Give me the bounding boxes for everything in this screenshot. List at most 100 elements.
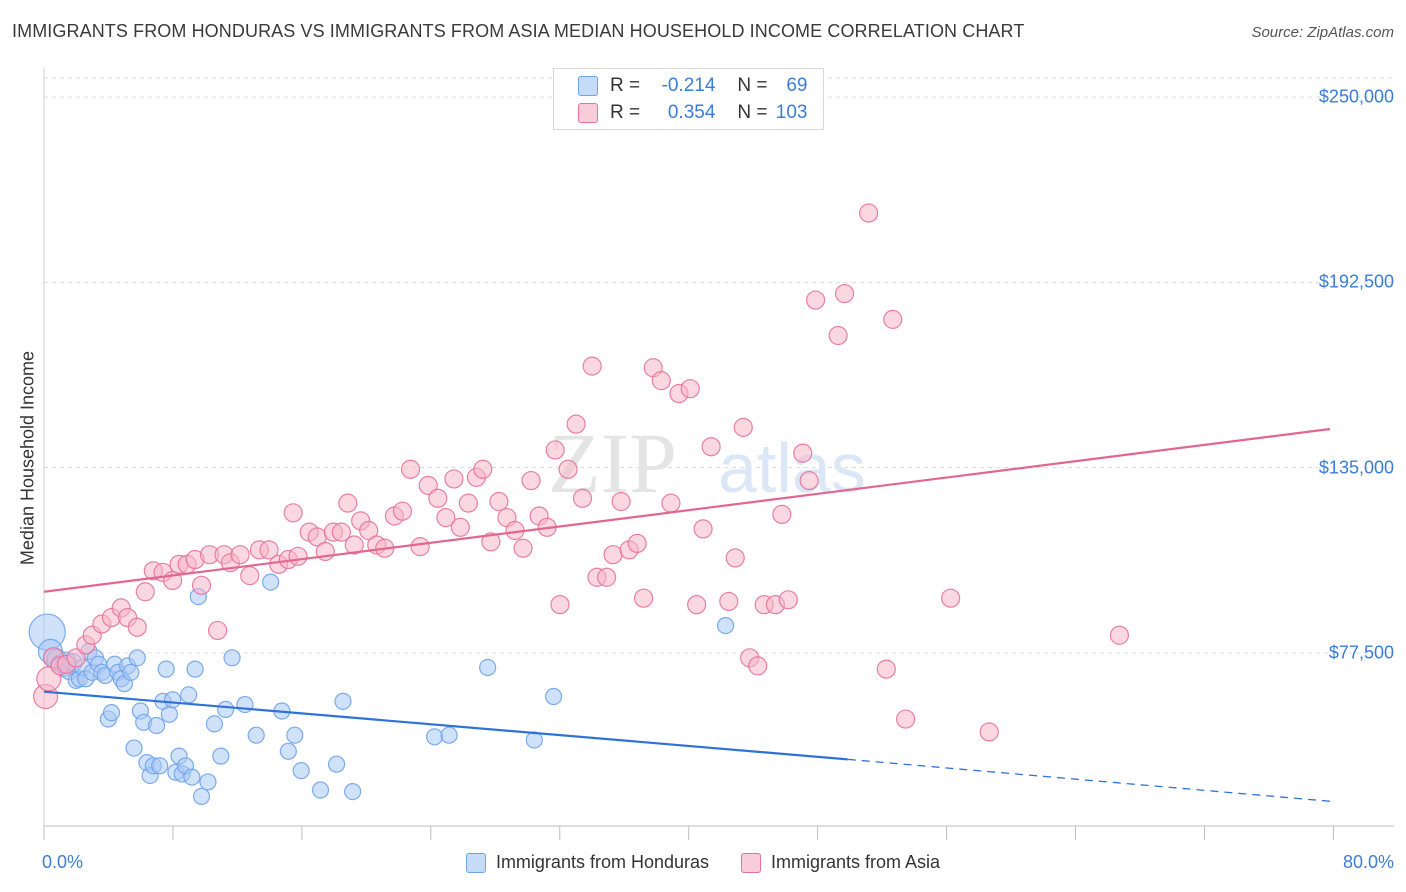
point-asia bbox=[834, 284, 855, 304]
point-honduras bbox=[334, 692, 352, 710]
point-asia bbox=[627, 533, 647, 554]
point-honduras bbox=[151, 757, 169, 775]
point-asia bbox=[135, 582, 155, 602]
point-asia bbox=[230, 545, 250, 565]
point-asia bbox=[191, 575, 212, 595]
point-honduras bbox=[327, 755, 346, 773]
point-asia bbox=[680, 379, 700, 399]
point-asia bbox=[489, 491, 509, 512]
legend-label-honduras: Immigrants from Honduras bbox=[495, 852, 710, 872]
point-honduras bbox=[247, 726, 265, 744]
y-axis-label: Median Household Income bbox=[17, 350, 38, 566]
point-honduras bbox=[183, 768, 201, 786]
point-asia bbox=[805, 290, 826, 310]
point-honduras bbox=[205, 715, 223, 733]
point-asia bbox=[778, 590, 798, 610]
point-honduras bbox=[192, 787, 211, 806]
point-asia bbox=[400, 459, 421, 479]
trend-line-dashed bbox=[847, 758, 1331, 802]
n-value: 69 bbox=[786, 75, 808, 96]
point-asia bbox=[597, 567, 617, 587]
point-asia bbox=[793, 443, 813, 463]
legend-swatch-honduras bbox=[465, 852, 486, 873]
point-asia bbox=[359, 520, 379, 541]
honduras-swatch bbox=[578, 76, 598, 96]
point-asia bbox=[633, 588, 654, 608]
stats-row-honduras: R = -0.214 N = 69 bbox=[578, 75, 808, 97]
point-asia bbox=[719, 591, 739, 612]
point-asia bbox=[288, 546, 308, 566]
point-honduras bbox=[292, 762, 310, 780]
point-honduras bbox=[217, 700, 235, 719]
point-honduras bbox=[426, 728, 444, 746]
legend-item-asia[interactable]: Immigrants from Asia bbox=[741, 852, 940, 873]
stats-legend: R = -0.214 N = 69 R = 0.354 N = 103 bbox=[553, 68, 824, 130]
point-asia bbox=[513, 538, 533, 558]
point-asia bbox=[450, 517, 470, 537]
point-honduras bbox=[180, 686, 198, 704]
point-asia bbox=[772, 504, 792, 525]
point-asia bbox=[410, 537, 430, 557]
legend-item-honduras[interactable]: Immigrants from Honduras bbox=[465, 852, 710, 873]
point-honduras bbox=[344, 782, 362, 801]
point-asia bbox=[444, 469, 464, 489]
point-asia bbox=[545, 440, 565, 460]
point-honduras bbox=[279, 742, 297, 760]
point-asia bbox=[733, 417, 753, 437]
point-asia bbox=[550, 595, 570, 615]
chart-title: IMMIGRANTS FROM HONDURAS VS IMMIGRANTS F… bbox=[12, 21, 1025, 41]
data-points bbox=[28, 203, 1130, 806]
y-tick-label: $77,500 bbox=[1328, 642, 1394, 663]
point-honduras bbox=[102, 704, 121, 722]
point-honduras bbox=[199, 773, 217, 791]
point-honduras bbox=[544, 687, 563, 706]
point-asia bbox=[473, 459, 493, 479]
point-asia bbox=[338, 493, 358, 513]
point-honduras bbox=[157, 660, 175, 678]
y-tick-label: $135,000 bbox=[1318, 457, 1394, 478]
point-asia bbox=[701, 437, 721, 457]
point-asia bbox=[259, 540, 279, 560]
point-asia bbox=[331, 522, 351, 542]
point-asia bbox=[859, 203, 879, 223]
point-asia bbox=[693, 519, 713, 539]
point-asia bbox=[661, 493, 681, 513]
point-honduras bbox=[128, 649, 146, 667]
point-asia bbox=[896, 709, 916, 729]
point-honduras bbox=[160, 705, 178, 723]
y-tick-label: $192,500 bbox=[1318, 271, 1394, 292]
point-asia bbox=[558, 459, 578, 479]
point-asia bbox=[66, 648, 86, 668]
point-honduras bbox=[311, 781, 330, 799]
point-asia bbox=[521, 470, 541, 491]
n-label: N = bbox=[737, 75, 768, 96]
trend-line-solid bbox=[43, 690, 848, 761]
point-asia bbox=[876, 659, 896, 679]
point-asia bbox=[572, 488, 593, 508]
point-asia bbox=[127, 617, 147, 637]
point-asia bbox=[428, 488, 448, 508]
point-honduras bbox=[147, 716, 166, 735]
x-tick-max: 80.0% bbox=[1342, 852, 1394, 872]
y-tick-label: $250,000 bbox=[1318, 86, 1394, 107]
r-label: R = bbox=[610, 75, 641, 96]
point-asia bbox=[566, 414, 586, 434]
trend-lines bbox=[43, 427, 1331, 802]
legend-swatch-asia bbox=[741, 852, 762, 873]
x-axis bbox=[43, 68, 1394, 840]
point-asia bbox=[979, 722, 999, 742]
point-asia bbox=[344, 535, 364, 555]
n-value: 103 bbox=[775, 102, 808, 123]
n-label: N = bbox=[737, 102, 768, 123]
point-asia bbox=[436, 508, 456, 528]
point-honduras bbox=[122, 663, 140, 681]
point-asia bbox=[651, 371, 671, 391]
r-value: -0.214 bbox=[661, 75, 716, 96]
legend-label-asia: Immigrants from Asia bbox=[771, 852, 941, 872]
r-label: R = bbox=[610, 102, 641, 123]
point-honduras bbox=[212, 747, 230, 765]
point-asia bbox=[725, 548, 745, 568]
point-honduras bbox=[164, 691, 182, 709]
point-asia bbox=[240, 566, 260, 586]
